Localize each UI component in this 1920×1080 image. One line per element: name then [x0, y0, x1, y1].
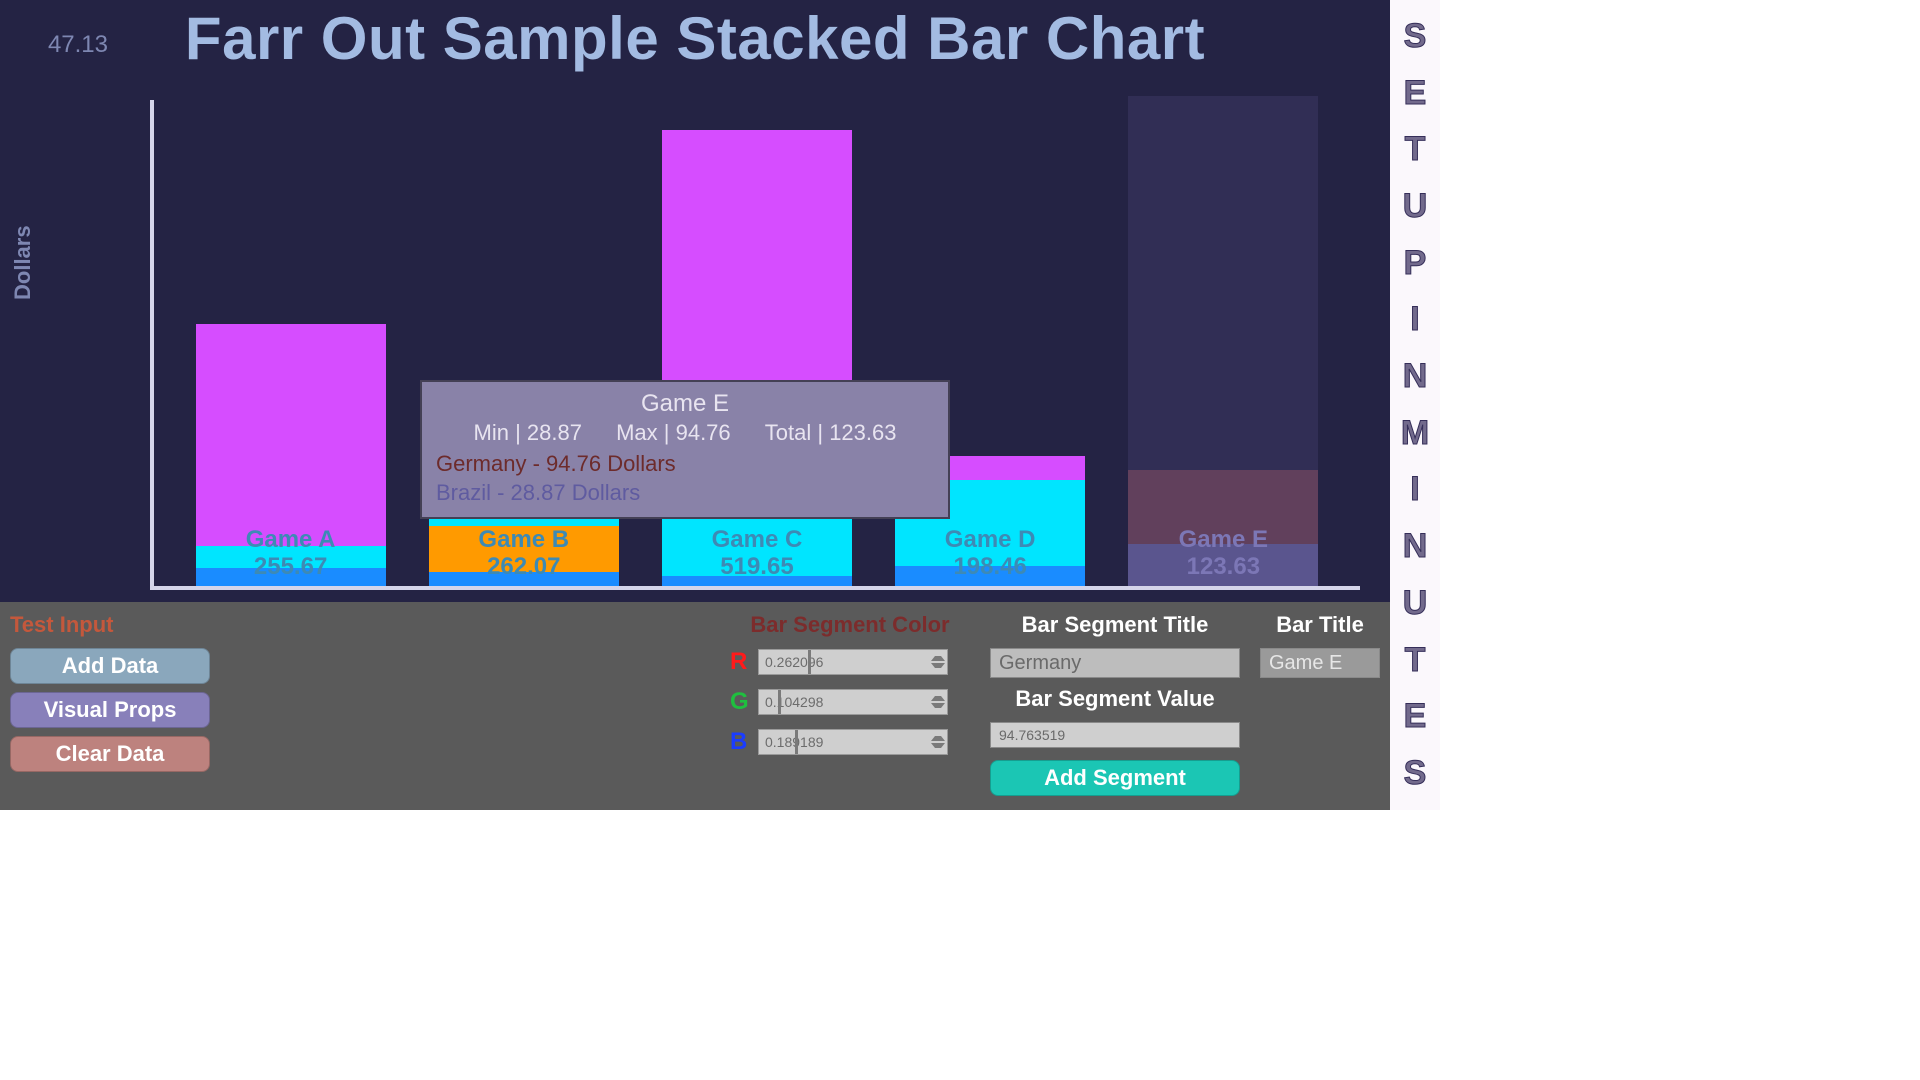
bar-segment[interactable] [196, 568, 386, 586]
g-input[interactable]: 0.104298 [758, 689, 948, 715]
side-letter: M [1401, 414, 1429, 453]
side-letter: S [1404, 754, 1427, 793]
y-tick: 47.13 [0, 31, 108, 59]
segment-value-input[interactable]: 94.763519 [990, 722, 1240, 748]
clear-data-button[interactable]: Clear Data [10, 736, 210, 772]
controls-panel: Test Input Add Data Visual Props Clear D… [0, 602, 1390, 810]
tooltip-max: Max | 94.76 [616, 420, 731, 445]
tooltip-total: Total | 123.63 [765, 420, 897, 445]
side-letter: S [1404, 17, 1427, 56]
chart-title: Farr Out Sample Stacked Bar Chart [0, 0, 1390, 73]
side-letter: U [1403, 187, 1428, 226]
bar-segment[interactable] [196, 546, 386, 568]
segment-title-label: Bar Segment Title [990, 612, 1240, 638]
segment-value-label: Bar Segment Value [990, 686, 1240, 712]
bar-selection-overlay [1128, 96, 1318, 586]
tooltip-row: Brazil - 28.87 Dollars [436, 479, 934, 508]
bar-segment[interactable] [429, 572, 619, 586]
side-letter: E [1404, 74, 1427, 113]
side-letter: N [1403, 357, 1428, 396]
side-banner: SETUPINMINUTES [1390, 0, 1440, 810]
side-letter: E [1404, 697, 1427, 736]
chart-area: Farr Out Sample Stacked Bar Chart Dollar… [0, 0, 1390, 602]
bar-segment[interactable] [196, 324, 386, 546]
tooltip-row: Germany - 94.76 Dollars [436, 450, 934, 479]
bar-segment[interactable] [895, 566, 1085, 586]
bar-segment[interactable] [429, 526, 619, 572]
g-label: G [730, 688, 752, 716]
add-data-button[interactable]: Add Data [10, 648, 210, 684]
segment-color-label: Bar Segment Color [730, 612, 970, 638]
side-letter: U [1403, 584, 1428, 623]
side-letter: T [1405, 130, 1426, 169]
b-label: B [730, 728, 752, 756]
r-input[interactable]: 0.262096 [758, 649, 948, 675]
side-letter: I [1410, 300, 1419, 339]
r-label: R [730, 648, 752, 676]
b-input[interactable]: 0.189189 [758, 729, 948, 755]
tooltip-stats: Min | 28.87 Max | 94.76 Total | 123.63 [436, 420, 934, 446]
side-letter: P [1404, 244, 1427, 283]
tooltip-title: Game E [436, 390, 934, 418]
bar-segment[interactable] [662, 576, 852, 586]
y-axis-label: Dollars [10, 225, 36, 300]
bar[interactable]: Game E123.63 [1128, 470, 1318, 586]
bar-title-label: Bar Title [1260, 612, 1380, 638]
tooltip-min: Min | 28.87 [474, 420, 582, 445]
bar-title-input[interactable]: Game E [1260, 648, 1380, 678]
side-letter: N [1403, 527, 1428, 566]
test-input-label: Test Input [10, 612, 210, 638]
side-letter: I [1410, 470, 1419, 509]
add-segment-button[interactable]: Add Segment [990, 760, 1240, 796]
side-letter: T [1405, 641, 1426, 680]
segment-title-input[interactable]: Germany [990, 648, 1240, 678]
bar[interactable]: Game A255.67 [196, 324, 386, 586]
visual-props-button[interactable]: Visual Props [10, 692, 210, 728]
tooltip: Game E Min | 28.87 Max | 94.76 Total | 1… [420, 380, 950, 519]
